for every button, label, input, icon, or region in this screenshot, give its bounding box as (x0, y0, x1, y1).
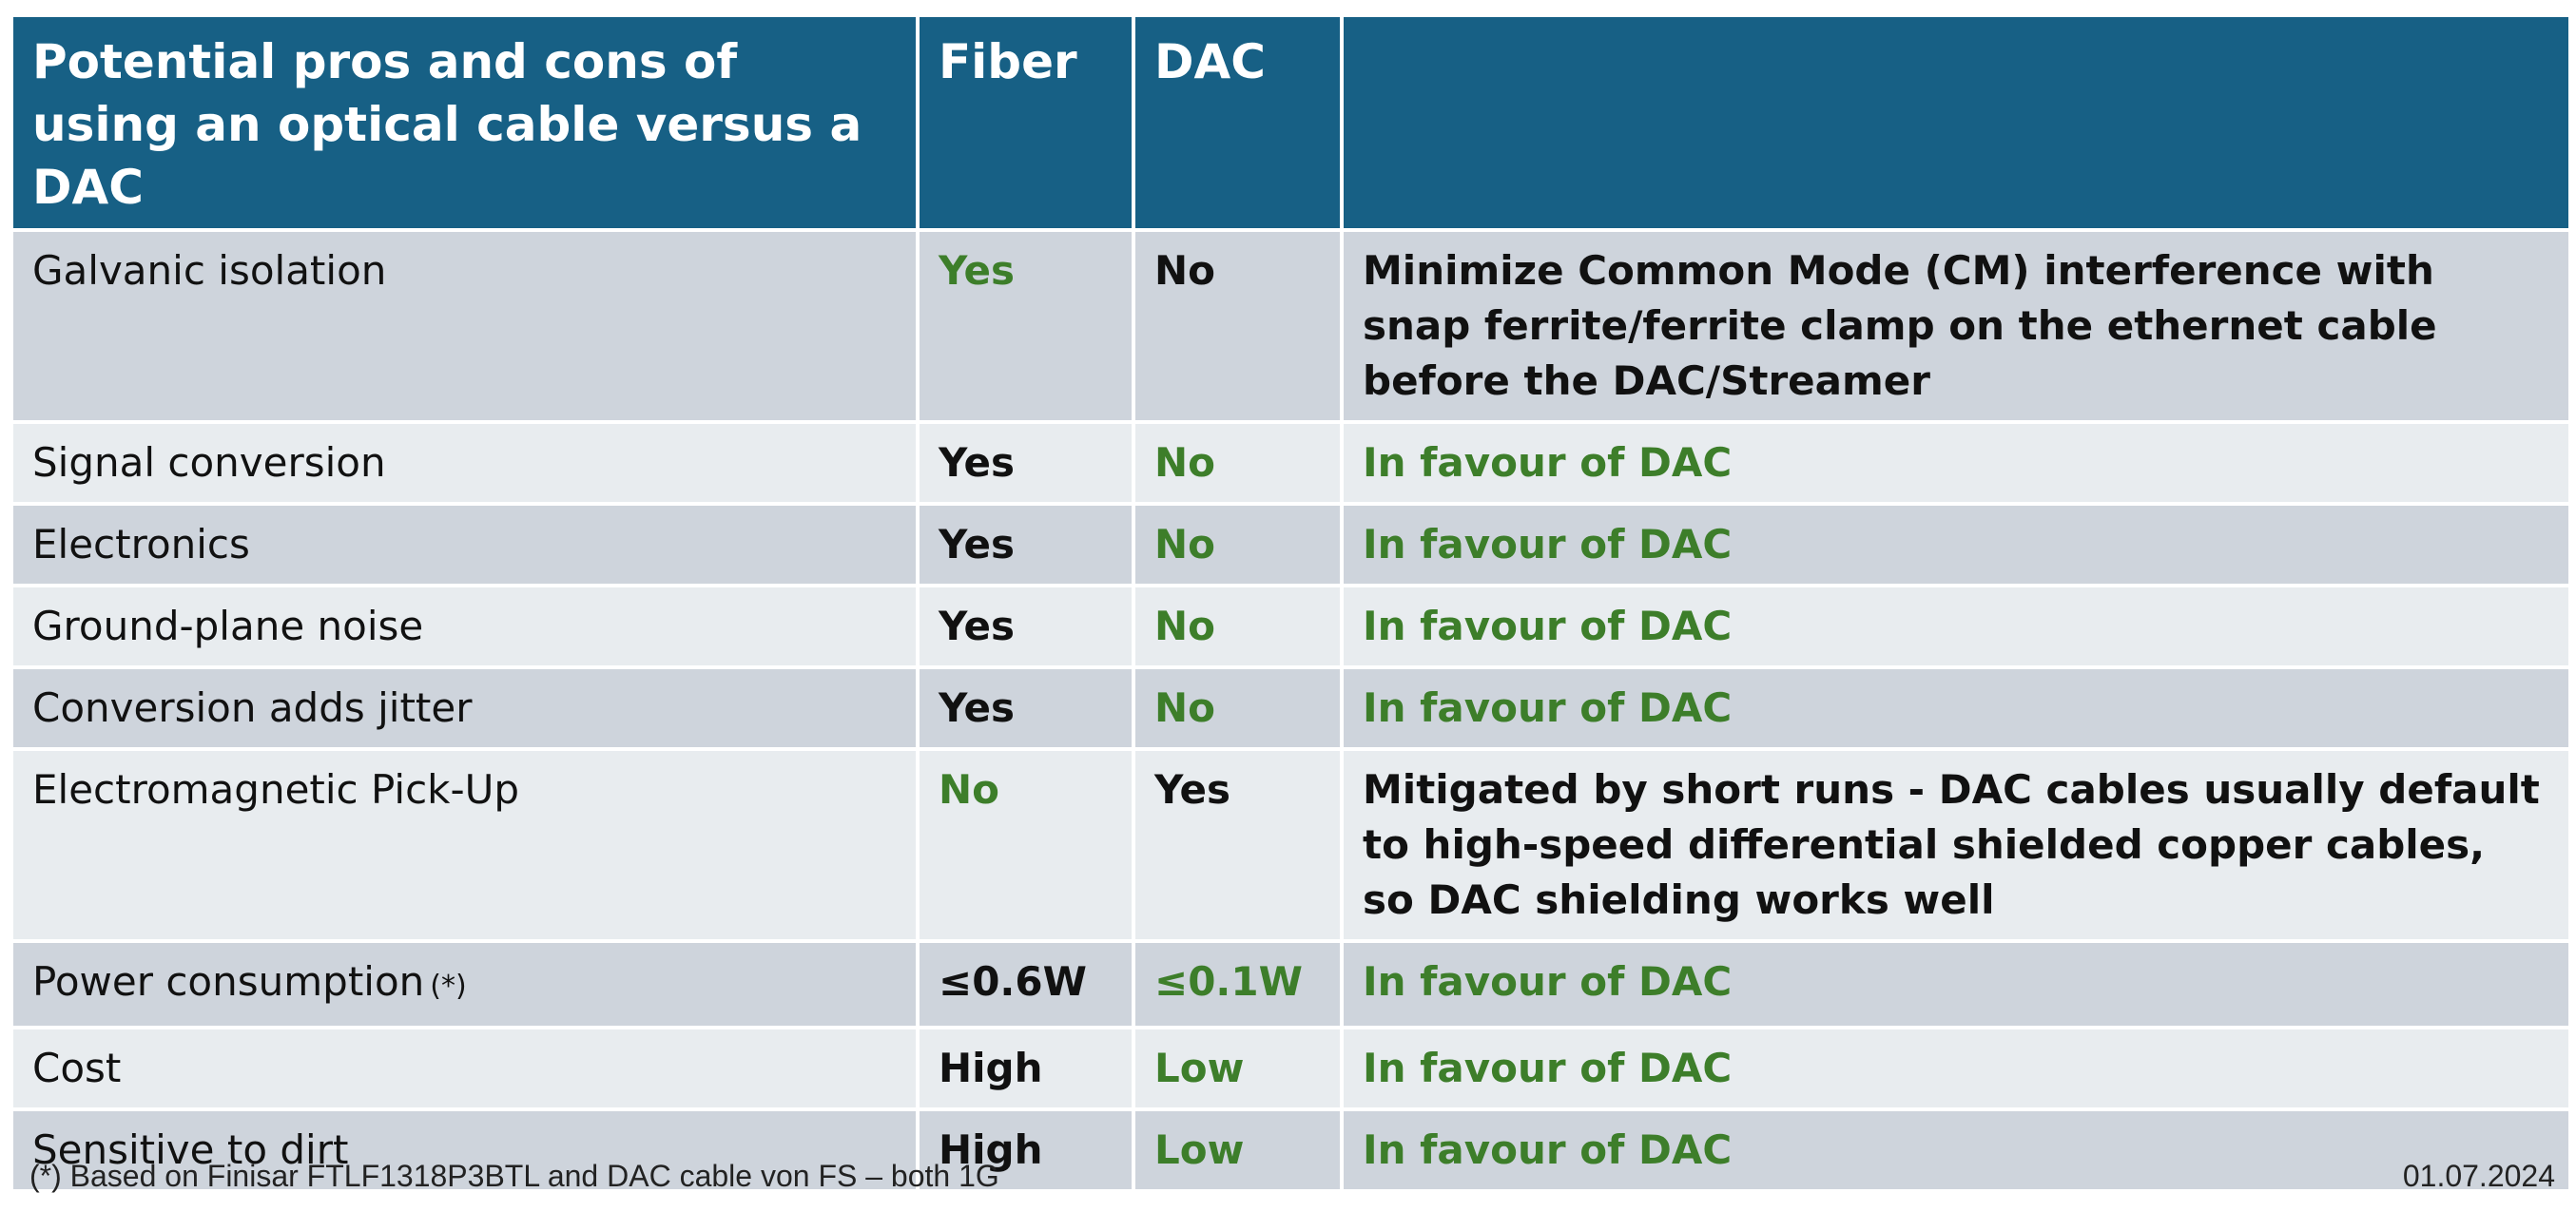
note-text: In favour of DAC (1363, 958, 1733, 1005)
note-text: Mitigated by short runs - DAC cables usu… (1363, 766, 2540, 923)
fiber-value: High (939, 1126, 1043, 1173)
table-row: Power consumption (*) ≤0.6W ≤0.1W In favo… (10, 939, 2572, 1029)
table-row: Conversion adds jitter Yes No In favour … (10, 665, 2572, 751)
feature-cell: Conversion adds jitter (10, 665, 920, 751)
feature-cell: Electromagnetic Pick-Up (10, 747, 920, 943)
fiber-value: No (939, 766, 1000, 813)
dac-cell: Low (1132, 1107, 1344, 1193)
table-row: Signal conversion Yes No In favour of DA… (10, 420, 2572, 506)
header-fiber: Fiber (916, 13, 1135, 232)
fiber-cell: Yes (916, 665, 1135, 751)
dac-cell: No (1132, 665, 1344, 751)
fiber-cell: Yes (916, 228, 1135, 424)
dac-value: No (1154, 603, 1216, 649)
fiber-value: ≤0.6W (939, 958, 1087, 1005)
dac-cell: ≤0.1W (1132, 939, 1344, 1029)
feature-cell: Sensitive to dirt (10, 1107, 920, 1193)
dac-value: No (1154, 684, 1216, 731)
note-cell: In favour of DAC (1340, 665, 2572, 751)
fiber-value: Yes (939, 247, 1016, 294)
table-body: Galvanic isolation Yes No Minimize Commo… (10, 228, 2572, 1193)
feature-label: Signal conversion (32, 439, 386, 486)
note-cell: In favour of DAC (1340, 502, 2572, 587)
note-cell: In favour of DAC (1340, 939, 2572, 1029)
dac-cell: No (1132, 584, 1344, 669)
note-cell: In favour of DAC (1340, 1107, 2572, 1193)
feature-label: Cost (32, 1045, 122, 1091)
fiber-value: Yes (939, 684, 1016, 731)
dac-value: Yes (1154, 766, 1231, 813)
note-cell: Minimize Common Mode (CM) interference w… (1340, 228, 2572, 424)
note-text: In favour of DAC (1363, 1126, 1733, 1173)
table-row: Cost High Low In favour of DAC (10, 1026, 2572, 1111)
note-cell: In favour of DAC (1340, 1026, 2572, 1111)
dac-value: No (1154, 247, 1216, 294)
feature-label: Ground-plane noise (32, 603, 424, 649)
table-row: Ground-plane noise Yes No In favour of D… (10, 584, 2572, 669)
note-cell: Mitigated by short runs - DAC cables usu… (1340, 747, 2572, 943)
note-text: In favour of DAC (1363, 439, 1733, 486)
dac-value: Low (1154, 1045, 1245, 1091)
table-row: Electromagnetic Pick-Up No Yes Mitigated… (10, 747, 2572, 943)
slide-date: 01.07.2024 (2402, 1159, 2555, 1193)
fiber-cell: ≤0.6W (916, 939, 1135, 1029)
dac-value: ≤0.1W (1154, 958, 1303, 1005)
fiber-value: Yes (939, 521, 1016, 568)
dac-value: No (1154, 521, 1216, 568)
dac-value: No (1154, 439, 1216, 486)
fiber-cell: Yes (916, 420, 1135, 506)
feature-cell: Power consumption (*) (10, 939, 920, 1029)
feature-label: Galvanic isolation (32, 247, 387, 294)
feature-cell: Galvanic isolation (10, 228, 920, 424)
dac-cell: Yes (1132, 747, 1344, 943)
fiber-cell: High (916, 1107, 1135, 1193)
dac-cell: No (1132, 420, 1344, 506)
feature-label: Conversion adds jitter (32, 684, 473, 731)
dac-cell: No (1132, 502, 1344, 587)
fiber-value: Yes (939, 439, 1016, 486)
table-row: Galvanic isolation Yes No Minimize Commo… (10, 228, 2572, 424)
note-text: In favour of DAC (1363, 1045, 1733, 1091)
feature-label: Power consumption (32, 958, 425, 1005)
table-row: Electronics Yes No In favour of DAC (10, 502, 2572, 587)
note-text: In favour of DAC (1363, 603, 1733, 649)
fiber-cell: High (916, 1026, 1135, 1111)
feature-cell: Cost (10, 1026, 920, 1111)
note-text: Minimize Common Mode (CM) interference w… (1363, 247, 2437, 404)
fiber-cell: Yes (916, 584, 1135, 669)
feature-label: Electromagnetic Pick-Up (32, 766, 520, 813)
feature-cell: Signal conversion (10, 420, 920, 506)
header-dac: DAC (1132, 13, 1344, 232)
comparison-table: Potential pros and cons of using an opti… (10, 13, 2572, 1193)
fiber-value: Yes (939, 603, 1016, 649)
feature-label: Sensitive to dirt (32, 1126, 349, 1173)
note-cell: In favour of DAC (1340, 420, 2572, 506)
dac-cell: No (1132, 228, 1344, 424)
note-text: In favour of DAC (1363, 684, 1733, 731)
dac-cell: Low (1132, 1026, 1344, 1111)
fiber-cell: Yes (916, 502, 1135, 587)
footnote-marker: (*) (430, 970, 467, 1003)
dac-value: Low (1154, 1126, 1245, 1173)
header-topic: Potential pros and cons of using an opti… (10, 13, 920, 232)
feature-label: Electronics (32, 521, 250, 568)
header-notes (1340, 13, 2572, 232)
fiber-value: High (939, 1045, 1043, 1091)
feature-cell: Ground-plane noise (10, 584, 920, 669)
table-header-row: Potential pros and cons of using an opti… (10, 13, 2572, 232)
table-row: Sensitive to dirt High Low In favour of … (10, 1107, 2572, 1193)
feature-cell: Electronics (10, 502, 920, 587)
note-text: In favour of DAC (1363, 521, 1733, 568)
footnote: (*) Based on Finisar FTLF1318P3BTL and D… (29, 1159, 999, 1193)
note-cell: In favour of DAC (1340, 584, 2572, 669)
fiber-cell: No (916, 747, 1135, 943)
